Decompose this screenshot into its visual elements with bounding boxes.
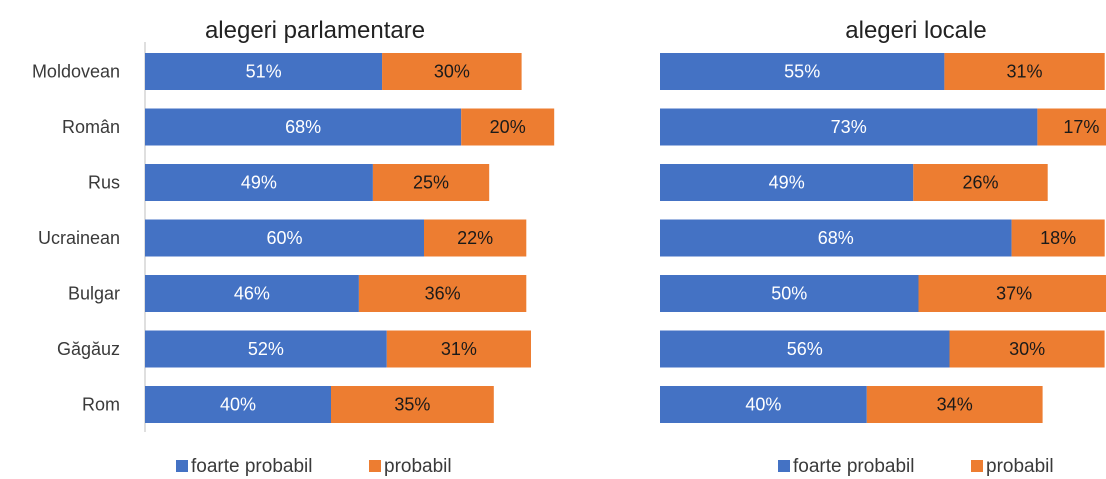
legend-swatch-foarte-probabil [778,460,790,472]
category-label: Ucrainean [38,228,120,248]
data-label: 30% [1009,339,1045,359]
bar-foarte-probabil [145,330,387,368]
data-label: 34% [937,395,973,415]
data-label: 51% [246,62,282,82]
data-label: 37% [996,284,1032,304]
chart-locale: alegeri locale 55% 31%73% 17%49% 26%68% 18%5… [660,17,1106,477]
bar-foarte-probabil [145,53,383,90]
bar-foarte-probabil [660,219,1012,257]
bar-probabil [461,108,555,146]
category-label: Român [62,117,120,137]
legend: foarte probabil probabil [778,456,1054,477]
data-label: 31% [441,339,477,359]
bar-foarte-probabil [145,108,462,146]
data-label: 73% [831,117,867,137]
bar-probabil [918,275,1106,312]
legend-swatch-probabil [369,460,381,472]
data-label: 31% [1006,62,1042,82]
bar-probabil [382,53,522,90]
legend-swatch-probabil [971,460,983,472]
data-label: 50% [771,284,807,304]
data-label: 60% [266,228,302,248]
data-label: 68% [285,117,321,137]
bar-probabil [1037,108,1106,146]
data-label: 68% [818,228,854,248]
data-label: 36% [425,284,461,304]
bar-foarte-probabil [145,164,373,201]
bar-foarte-probabil [660,330,950,368]
legend-label-probabil: probabil [986,456,1054,477]
bar-probabil [424,219,527,257]
bar-foarte-probabil [660,53,945,90]
data-label: 40% [745,395,781,415]
bar-foarte-probabil [660,275,919,312]
chart-title: alegeri locale [845,17,986,44]
data-label: 25% [413,173,449,193]
bar-probabil [949,330,1105,368]
legend-label-foarte-probabil: foarte probabil [191,456,312,477]
legend-label-foarte-probabil: foarte probabil [793,456,914,477]
data-label: 30% [434,62,470,82]
data-label: 52% [248,339,284,359]
bar-probabil [944,53,1105,90]
bar-foarte-probabil [660,164,914,201]
legend-swatch-foarte-probabil [176,460,188,472]
bar-probabil [358,275,527,312]
bar-foarte-probabil [145,386,331,423]
data-label: 18% [1040,228,1076,248]
bar-foarte-probabil [660,108,1038,146]
category-label: Găgăuz [57,339,120,359]
bars: 55% 31% 73% 17% 49% 26% 68% 18% 50% 37% 56% 30% 40% 3… [660,53,1106,423]
bar-probabil [372,164,490,201]
chart-parlamentare: alegeri parlamentare 51% 30% 68% 20% 49% 25% 6… [32,17,555,477]
data-label: 46% [234,284,270,304]
legend-label-probabil: probabil [384,456,452,477]
bar-foarte-probabil [145,275,359,312]
bar-foarte-probabil [660,386,867,423]
bar-probabil [1011,219,1105,257]
data-label: 26% [962,173,998,193]
category-label: Rus [88,173,120,193]
data-label: 40% [220,395,256,415]
chart-title: alegeri parlamentare [205,17,425,44]
category-label: Moldovean [32,62,120,82]
bar-foarte-probabil [145,219,424,257]
data-label: 55% [784,62,820,82]
bar-probabil [913,164,1048,201]
bars: 51% 30% 68% 20% 49% 25% 60% 22% 46% 36% 52% 31% 40% 3… [145,53,555,423]
data-label: 20% [490,117,526,137]
data-label: 22% [457,228,493,248]
category-labels: Moldovean Român Rus Ucrainean Bulgar Găgăuz Ro… [32,62,120,415]
category-label: Bulgar [68,284,120,304]
bar-probabil [331,386,494,423]
bar-probabil [386,330,531,368]
category-label: Rom [82,395,120,415]
data-label: 49% [769,173,805,193]
bar-probabil [866,386,1043,423]
data-label: 35% [394,395,430,415]
data-label: 49% [241,173,277,193]
data-label: 17% [1063,117,1099,137]
data-label: 56% [787,339,823,359]
legend: foarte probabil probabil [176,456,452,477]
